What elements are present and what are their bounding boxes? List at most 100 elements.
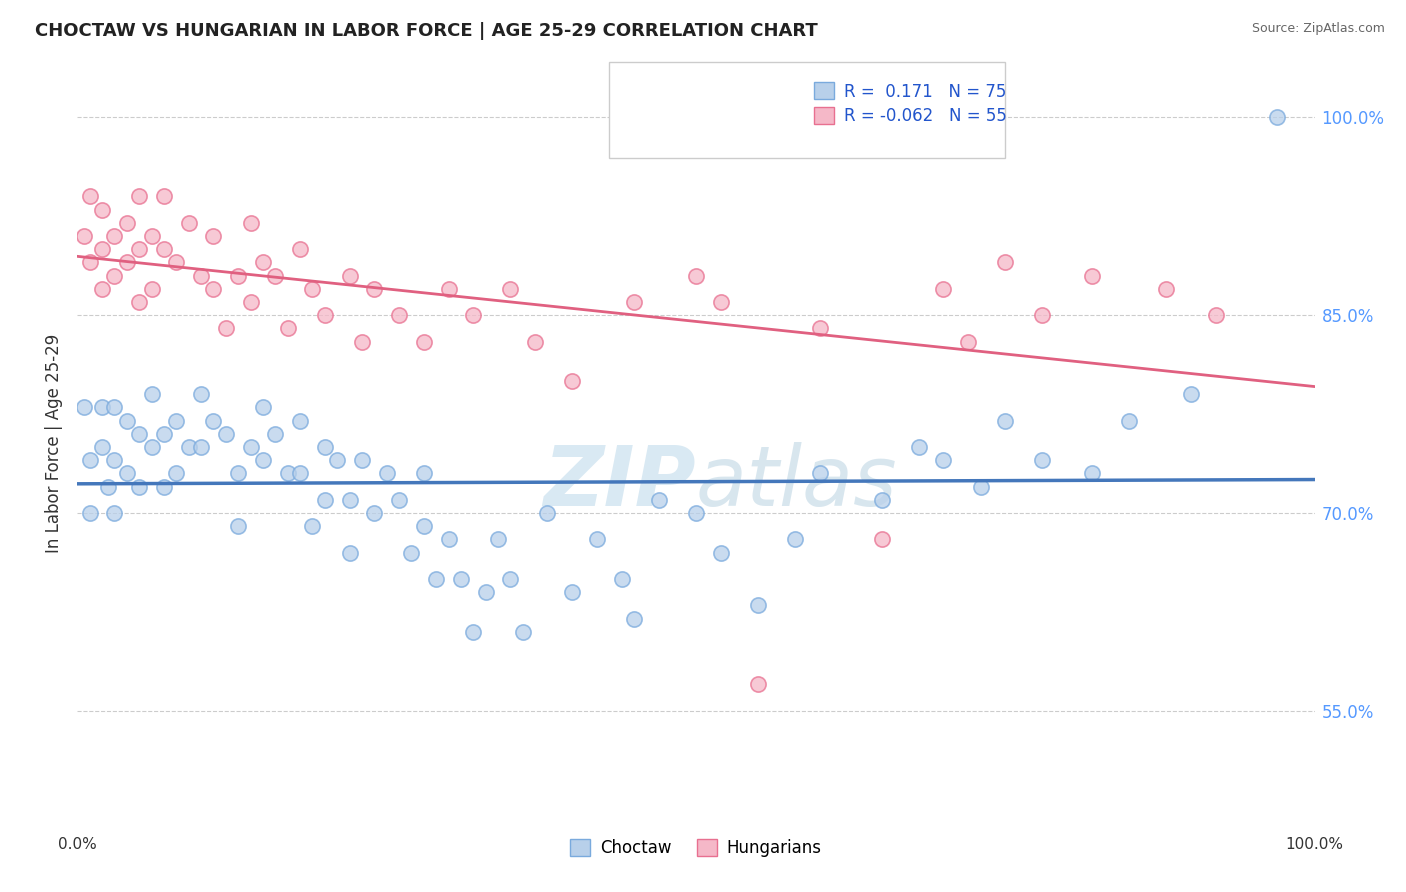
Point [363, 282, 385, 296]
Point [128, 480, 150, 494]
Point [1031, 308, 1053, 322]
Point [264, 426, 287, 441]
Point [301, 519, 323, 533]
Point [339, 268, 361, 283]
Point [870, 533, 893, 547]
Point [141, 440, 163, 454]
Legend: Choctaw, Hungarians: Choctaw, Hungarians [564, 832, 828, 863]
Point [412, 467, 434, 481]
Point [215, 426, 238, 441]
Point [91, 440, 114, 454]
Point [115, 467, 138, 481]
Point [190, 440, 212, 454]
Point [226, 268, 249, 283]
Point [412, 519, 434, 533]
Point [1267, 111, 1289, 125]
Point [91, 282, 114, 296]
Point [79, 189, 101, 203]
Point [141, 229, 163, 244]
Point [425, 572, 447, 586]
Point [153, 189, 176, 203]
Point [561, 374, 583, 388]
Point [190, 387, 212, 401]
Y-axis label: In Labor Force | Age 25-29: In Labor Force | Age 25-29 [45, 334, 63, 553]
Point [314, 308, 336, 322]
Point [239, 216, 262, 230]
Point [350, 453, 373, 467]
Point [128, 295, 150, 310]
Point [536, 506, 558, 520]
Point [177, 216, 200, 230]
Point [907, 440, 929, 454]
Point [288, 467, 311, 481]
Point [226, 467, 249, 481]
Point [524, 334, 547, 349]
Point [153, 242, 176, 256]
Point [463, 624, 485, 639]
Point [610, 572, 633, 586]
Point [165, 414, 187, 428]
Point [932, 282, 955, 296]
Text: Source: ZipAtlas.com: Source: ZipAtlas.com [1251, 22, 1385, 36]
Point [339, 545, 361, 559]
Point [190, 268, 212, 283]
Point [153, 480, 176, 494]
Point [301, 282, 323, 296]
Text: atlas: atlas [696, 442, 897, 523]
Point [1081, 268, 1104, 283]
Point [103, 229, 125, 244]
FancyBboxPatch shape [609, 62, 1005, 158]
Point [747, 677, 769, 691]
Point [103, 401, 125, 415]
Point [264, 268, 287, 283]
Point [932, 453, 955, 467]
Point [72, 401, 94, 415]
Point [412, 334, 434, 349]
Point [239, 440, 262, 454]
Point [1031, 453, 1053, 467]
Point [437, 533, 460, 547]
Point [1081, 467, 1104, 481]
Point [141, 282, 163, 296]
Point [165, 255, 187, 269]
Point [91, 202, 114, 217]
Point [128, 189, 150, 203]
Point [623, 611, 645, 625]
Point [314, 492, 336, 507]
Point [72, 229, 94, 244]
Point [783, 533, 806, 547]
Point [202, 414, 225, 428]
Point [994, 255, 1017, 269]
Point [623, 295, 645, 310]
Point [1118, 414, 1140, 428]
Point [288, 414, 311, 428]
Point [710, 295, 733, 310]
Point [326, 453, 349, 467]
Point [561, 585, 583, 599]
Point [437, 282, 460, 296]
Point [215, 321, 238, 335]
Point [1205, 308, 1227, 322]
Point [252, 401, 274, 415]
Point [202, 282, 225, 296]
Point [141, 387, 163, 401]
Point [388, 308, 411, 322]
Text: CHOCTAW VS HUNGARIAN IN LABOR FORCE | AGE 25-29 CORRELATION CHART: CHOCTAW VS HUNGARIAN IN LABOR FORCE | AG… [35, 22, 818, 40]
Point [103, 268, 125, 283]
Point [648, 492, 671, 507]
Point [177, 440, 200, 454]
Point [808, 467, 831, 481]
Point [586, 533, 609, 547]
Point [103, 453, 125, 467]
Point [685, 506, 707, 520]
Point [128, 242, 150, 256]
Point [79, 255, 101, 269]
Point [350, 334, 373, 349]
Point [153, 426, 176, 441]
Point [747, 599, 769, 613]
Point [401, 545, 423, 559]
Point [202, 229, 225, 244]
Point [685, 268, 707, 283]
Point [969, 480, 991, 494]
Point [499, 572, 522, 586]
